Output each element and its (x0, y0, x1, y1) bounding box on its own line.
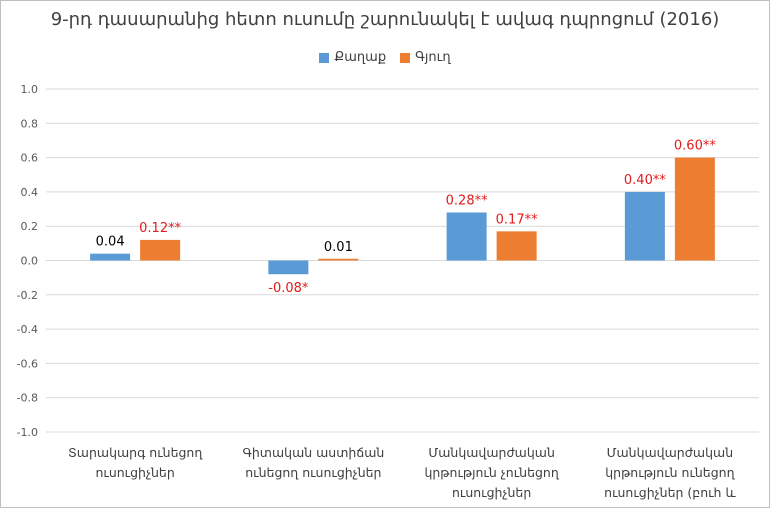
x-category-label: Մանկավարժական կրթություն չունեցող ուսուց… (424, 445, 559, 500)
legend-swatch-village (400, 52, 411, 63)
y-tick-label: 1.0 (21, 83, 39, 96)
data-label: 0.04 (96, 235, 125, 250)
data-label: 0.40** (624, 173, 666, 188)
legend-label-village: Գյուղ (415, 50, 451, 65)
x-category-label: Գիտական աստիճան ունեցող ուսուցիչներ (242, 445, 385, 480)
chart-title: 9-րդ դասարանից հետո ուսումը շարունակել է… (50, 9, 720, 30)
legend-entry-city: Քաղաք (319, 50, 386, 65)
y-tick-label: -1.0 (17, 426, 38, 439)
data-label: 0.28** (446, 193, 488, 208)
bar-city (90, 253, 131, 261)
data-label: 0.12** (139, 221, 181, 236)
data-label: 0.17** (496, 212, 538, 227)
bar-village (140, 239, 181, 261)
legend: Քաղաք Գյուղ (1, 50, 769, 65)
x-category-label: Մանկավարժական կրթություն ունեցող ուսուցի… (604, 445, 736, 507)
bar-village (496, 231, 537, 261)
y-tick-label: -0.2 (17, 289, 38, 302)
y-tick-label: 0.0 (21, 255, 39, 268)
y-tick-label: 0.6 (21, 152, 39, 165)
bar-village (318, 258, 359, 261)
data-label: -0.08* (268, 281, 309, 296)
y-tick-label: 0.8 (21, 117, 39, 130)
x-category-label: Տարակարգ ունեցող ուսուցիչներ (67, 445, 203, 480)
y-tick-label: -0.4 (17, 323, 38, 336)
legend-entry-village: Գյուղ (400, 50, 451, 65)
legend-label-city: Քաղաք (334, 50, 387, 65)
bar-city (446, 212, 487, 261)
bar-city (268, 260, 309, 275)
y-tick-label: -0.6 (17, 357, 38, 370)
data-label: 0.01 (324, 240, 353, 255)
bar-city (624, 191, 665, 261)
legend-swatch-city (319, 52, 330, 63)
y-tick-label: -0.8 (17, 392, 38, 405)
bar-village (674, 157, 715, 261)
y-tick-label: 0.4 (21, 186, 39, 199)
y-tick-label: 0.2 (21, 220, 39, 233)
data-label: 0.60** (674, 139, 716, 154)
